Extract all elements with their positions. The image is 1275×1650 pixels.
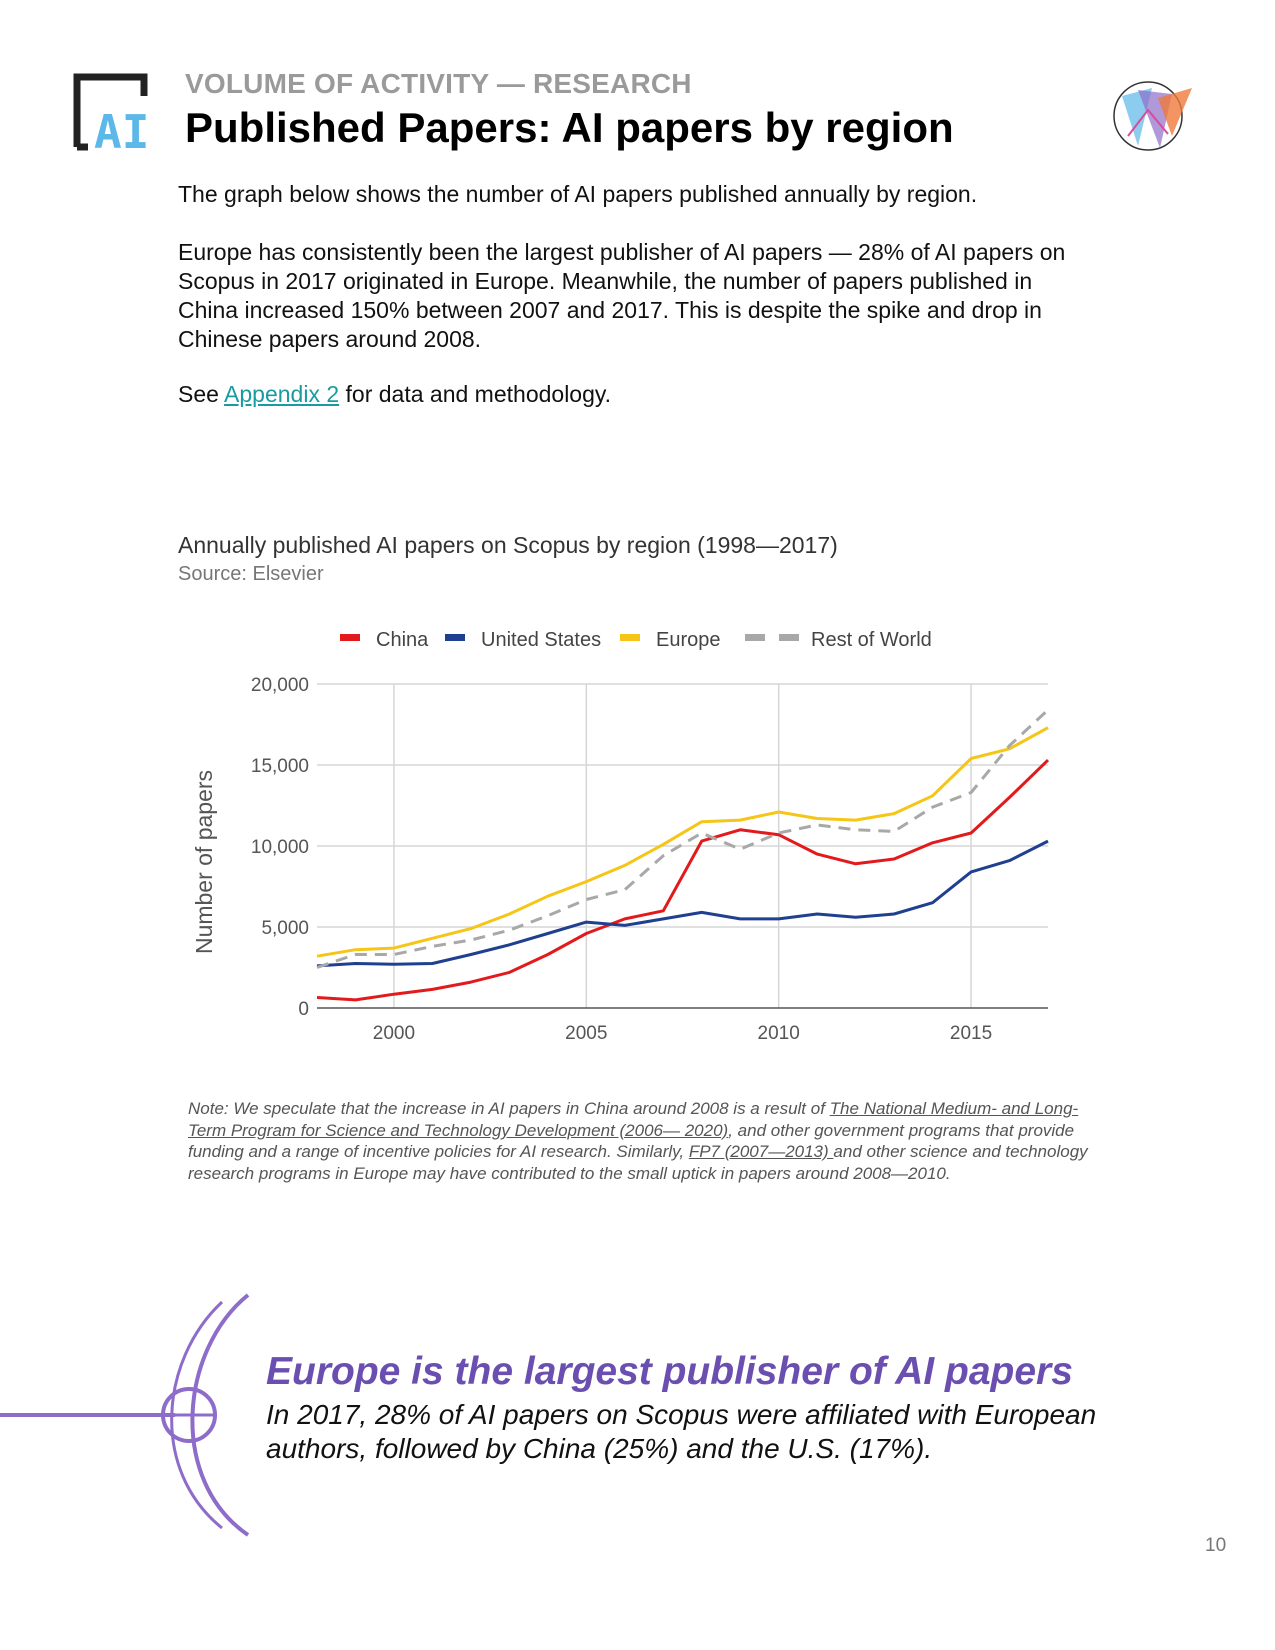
callout-body: In 2017, 28% of AI papers on Scopus were…	[266, 1399, 1097, 1464]
series-line-europe	[316, 726, 1049, 958]
legend-swatch	[745, 634, 765, 641]
legend-swatch	[340, 634, 360, 641]
note-prefix: Note: We speculate that the increase in …	[188, 1099, 830, 1118]
legend-swatch	[779, 634, 799, 641]
y-axis-label: Number of papers	[191, 770, 217, 954]
y-tick-label: 15,000	[251, 756, 309, 777]
y-tick-label: 10,000	[251, 837, 309, 858]
methodology-text: for data and methodology.	[339, 381, 612, 407]
chart-series	[316, 708, 1050, 1002]
legend-label: Europe	[656, 629, 721, 651]
y-tick-label: 5,000	[261, 918, 309, 939]
fp7-link[interactable]: FP7 (2007—2013)	[688, 1142, 834, 1161]
note-suffix: and other science and technology researc…	[188, 1142, 1088, 1183]
callout-title: Europe is the largest publisher of AI pa…	[266, 1350, 1073, 1393]
ai-logo-text: AI	[94, 105, 149, 152]
appendix-link[interactable]: Appendix 2	[224, 381, 340, 407]
legend-swatch	[620, 634, 640, 641]
line-chart: China United States Europe Rest of World 0 5…	[191, 629, 1050, 1044]
x-tick-label: 2000	[373, 1023, 415, 1044]
legend-label: United States	[481, 629, 601, 651]
y-axis: 0 5,000 10,000 15,000 20,000	[251, 675, 309, 1020]
ai-index-emblem	[1113, 81, 1192, 151]
intro-paragraph-2: Europe has consistently been the largest…	[178, 239, 1066, 352]
x-tick-label: 2010	[758, 1023, 800, 1044]
intro-paragraph-1: The graph below shows the number of AI p…	[178, 181, 978, 207]
x-axis: 2000 2005 2010 2015	[317, 1007, 1048, 1044]
intro-paragraph-3: See Appendix 2 for data and methodology.	[178, 380, 1078, 409]
page-title: Published Papers: AI papers by region	[185, 104, 954, 151]
ai-logo: AI	[73, 73, 149, 152]
chart-title: Annually published AI papers on Scopus b…	[178, 532, 838, 558]
callout-decoration	[0, 1293, 250, 1537]
national-program-link[interactable]: The National Medium- and Long-Term Progr…	[188, 1099, 1079, 1140]
legend-label: Rest of World	[811, 629, 932, 651]
chart-note: Note: We speculate that the increase in …	[188, 1098, 1093, 1184]
legend-label: China	[376, 629, 429, 651]
x-tick-label: 2005	[565, 1023, 607, 1044]
section-kicker: VOLUME OF ACTIVITY — RESEARCH	[185, 68, 692, 99]
series-line-rest-of-world	[316, 708, 1050, 969]
note-middle: , and other government programs that pro…	[188, 1120, 1075, 1162]
page-number: 10	[1205, 1535, 1227, 1556]
y-tick-label: 20,000	[251, 675, 309, 696]
see-text: See	[178, 381, 225, 407]
chart-legend: China United States Europe Rest of World	[340, 629, 932, 651]
chart-grid	[317, 683, 1048, 1008]
x-tick-label: 2015	[950, 1023, 992, 1044]
series-line-china	[316, 759, 1050, 1002]
legend-swatch	[445, 634, 465, 641]
chart-source: Source: Elsevier	[178, 563, 324, 585]
y-tick-label: 0	[298, 999, 309, 1020]
series-line-united-states	[316, 839, 1049, 968]
